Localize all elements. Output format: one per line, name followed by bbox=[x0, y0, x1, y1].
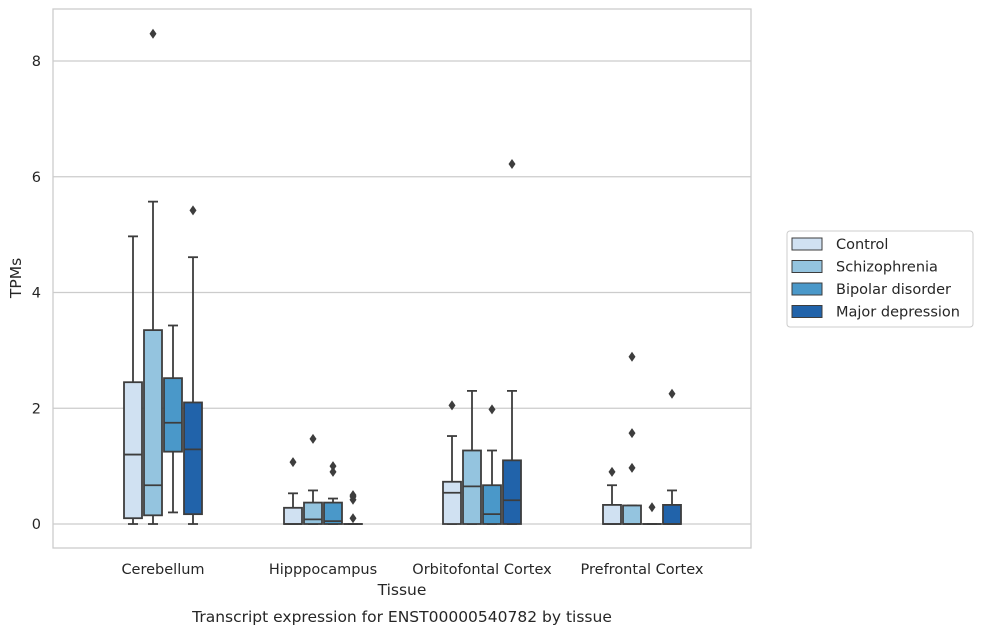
box-body bbox=[163, 377, 183, 453]
outlier-point bbox=[309, 433, 317, 444]
y-tick-labels: 0 2 4 6 8 bbox=[32, 54, 41, 533]
plot-background bbox=[53, 9, 751, 548]
outlier-point bbox=[508, 159, 516, 170]
box bbox=[323, 461, 343, 525]
outlier-point bbox=[668, 388, 676, 399]
legend-swatch bbox=[791, 237, 823, 251]
legend-label: Schizophrenia bbox=[836, 260, 938, 276]
y-axis-title: TPMs bbox=[7, 258, 25, 299]
legend: Control Schizophrenia Bipolar disorder Majo… bbox=[786, 230, 974, 328]
legend-swatch bbox=[791, 282, 823, 296]
box bbox=[502, 159, 522, 525]
box bbox=[662, 388, 682, 525]
legend-label: Major depression bbox=[836, 305, 960, 321]
x-tick-label: Hipppocampus bbox=[269, 562, 377, 578]
y-tick-label: 6 bbox=[32, 170, 41, 186]
outlier-point bbox=[349, 513, 357, 524]
box-body bbox=[502, 459, 522, 525]
plot-frame bbox=[52, 8, 752, 549]
outlier-point bbox=[349, 490, 357, 501]
outlier-point bbox=[628, 462, 636, 473]
outlier-point bbox=[149, 28, 157, 39]
box bbox=[482, 404, 502, 525]
box bbox=[143, 28, 163, 525]
box-body bbox=[303, 501, 323, 525]
box bbox=[163, 324, 183, 514]
outlier-point bbox=[289, 457, 297, 468]
chart-caption: Transcript expression for ENST0000054078… bbox=[191, 608, 612, 626]
box-body bbox=[662, 504, 682, 525]
outlier-point bbox=[628, 351, 636, 362]
x-axis-title: Tissue bbox=[377, 581, 427, 599]
y-tick-label: 4 bbox=[32, 286, 41, 302]
box bbox=[642, 502, 662, 525]
box bbox=[283, 457, 303, 525]
box-body bbox=[283, 506, 303, 525]
box bbox=[622, 351, 642, 525]
box-body bbox=[143, 329, 163, 517]
legend-frame bbox=[786, 230, 974, 328]
box-series bbox=[123, 28, 682, 525]
outlier-point bbox=[608, 466, 616, 477]
box bbox=[602, 466, 622, 525]
outlier-point bbox=[329, 461, 337, 472]
legend-swatch bbox=[791, 260, 823, 273]
box-body bbox=[602, 504, 622, 525]
legend-label: Bipolar disorder bbox=[836, 282, 951, 298]
box-body bbox=[482, 484, 502, 525]
box-body bbox=[622, 504, 642, 525]
x-tick-labels: Cerebellum Hipppocampus Orbitofontal Corte… bbox=[121, 562, 703, 578]
box-body bbox=[323, 501, 343, 525]
legend-swatch bbox=[791, 305, 823, 318]
y-tick-label: 8 bbox=[32, 54, 41, 70]
outlier-point bbox=[628, 428, 636, 439]
legend-label: Control bbox=[836, 237, 888, 253]
x-tick-label: Orbitofontal Cortex bbox=[412, 562, 552, 578]
y-tick-label: 2 bbox=[32, 401, 41, 417]
y-tick-label: 0 bbox=[32, 517, 41, 533]
box bbox=[343, 490, 363, 525]
x-tick-label: Prefrontal Cortex bbox=[581, 562, 704, 578]
outlier-point bbox=[189, 205, 197, 216]
outlier-point bbox=[488, 404, 496, 415]
outlier-point bbox=[648, 502, 656, 513]
box-body bbox=[123, 381, 143, 520]
outlier-point bbox=[329, 466, 337, 477]
box-body bbox=[442, 480, 462, 525]
box bbox=[123, 235, 143, 525]
outlier-point bbox=[448, 400, 456, 411]
box bbox=[462, 389, 482, 525]
box-body bbox=[183, 401, 203, 516]
box bbox=[442, 400, 462, 525]
box bbox=[303, 433, 323, 525]
box bbox=[183, 205, 203, 525]
x-tick-label: Cerebellum bbox=[121, 562, 204, 578]
